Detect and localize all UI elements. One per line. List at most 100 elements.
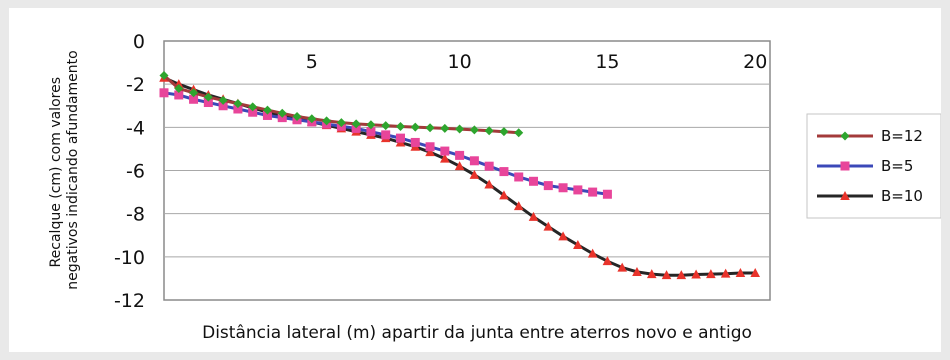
x-axis-label: Distância lateral (m) apartir da junta e… <box>202 323 752 343</box>
y-tick-labels: 0 -2 -4 -6 -8 -10 -12 <box>114 31 145 312</box>
data-point-b-5 <box>248 107 258 117</box>
legend-swatch-marker <box>840 191 850 200</box>
data-point-b-10 <box>484 179 494 189</box>
legend-swatch-marker <box>840 131 850 141</box>
data-point-b-12 <box>174 83 184 93</box>
data-point-b-10 <box>454 161 465 171</box>
y-tick-label: -4 <box>126 117 145 139</box>
y-tick-label: -2 <box>126 74 145 96</box>
data-point-b-10 <box>720 268 731 278</box>
data-point-b-12 <box>455 124 465 134</box>
data-point-b-5 <box>588 187 598 197</box>
data-point-b-5 <box>558 183 568 193</box>
data-point-b-12 <box>189 88 199 98</box>
data-point-b-10 <box>425 147 435 157</box>
data-point-b-5 <box>174 90 184 100</box>
legend-item-b-12: B=12 <box>817 127 923 145</box>
data-point-b-10 <box>602 256 613 266</box>
chart-frame: 0 -2 -4 -6 -8 -10 -12 5 10 15 20 Recalque (cm) co… <box>9 8 941 352</box>
y-tick-label: -6 <box>126 161 145 183</box>
y-tick-label: 0 <box>133 31 145 53</box>
data-point-b-5 <box>469 156 479 166</box>
series-b-12 <box>159 71 524 138</box>
data-point-b-10 <box>587 248 598 258</box>
data-point-b-12 <box>292 112 302 122</box>
data-point-b-10 <box>750 268 761 278</box>
data-point-b-12 <box>218 95 228 105</box>
data-point-b-5 <box>366 127 376 137</box>
data-point-b-5 <box>381 130 391 140</box>
y-tick-label: -8 <box>126 204 145 226</box>
y-tick-label: -12 <box>114 290 145 312</box>
y-tick-label: -10 <box>114 247 145 269</box>
data-point-b-12 <box>469 125 479 135</box>
y-axis-label-line-1: Recalque (cm) com valores <box>48 77 64 267</box>
data-point-b-5 <box>233 104 243 114</box>
gridlines <box>164 83 770 258</box>
data-point-b-5 <box>159 88 169 98</box>
data-point-b-5 <box>440 146 450 156</box>
x-tick-label: 10 <box>448 51 472 73</box>
data-point-b-5 <box>602 189 612 199</box>
legend-item-b-5: B=5 <box>817 157 913 175</box>
data-point-b-12 <box>307 114 317 124</box>
x-tick-labels: 5 10 15 20 <box>306 51 768 73</box>
data-point-b-10 <box>513 201 524 211</box>
y-axis-label: Recalque (cm) com valores negativos indi… <box>48 50 81 289</box>
data-point-b-12 <box>159 71 169 81</box>
data-point-b-12 <box>425 123 435 133</box>
data-point-b-12 <box>248 102 258 112</box>
data-point-b-12 <box>410 122 420 132</box>
data-point-b-12 <box>233 99 243 109</box>
data-point-b-10 <box>573 239 583 249</box>
x-tick-label: 5 <box>306 51 318 73</box>
data-point-b-10 <box>558 231 568 241</box>
data-point-b-12 <box>514 128 524 138</box>
data-point-b-12 <box>484 126 494 136</box>
legend-label: B=12 <box>881 127 923 145</box>
data-point-b-5 <box>262 110 272 120</box>
data-point-b-5 <box>425 142 435 152</box>
series-b-5 <box>159 88 612 199</box>
data-point-b-10 <box>706 269 716 279</box>
y-axis-label-line-2: negativos indicando afundamento <box>65 50 81 289</box>
data-point-b-5 <box>218 101 228 111</box>
data-point-b-10 <box>543 221 554 231</box>
data-point-b-10 <box>676 270 687 280</box>
data-point-b-5 <box>410 137 420 147</box>
data-point-b-12 <box>381 121 391 131</box>
x-tick-label: 20 <box>743 51 767 73</box>
data-point-b-5 <box>573 185 583 195</box>
legend-item-b-10: B=10 <box>817 187 923 205</box>
data-point-b-12 <box>395 121 405 131</box>
legend: B=12 B=5 B=10 <box>806 113 941 219</box>
data-point-b-12 <box>203 92 213 102</box>
data-point-b-10 <box>617 262 627 272</box>
data-point-b-5 <box>203 98 213 108</box>
data-point-b-10 <box>469 169 480 179</box>
data-point-b-10 <box>499 190 509 200</box>
legend-label: B=10 <box>881 187 923 205</box>
data-point-b-5 <box>455 150 465 160</box>
data-point-b-10 <box>661 270 672 280</box>
data-point-b-10 <box>528 211 539 221</box>
data-point-b-10 <box>735 268 746 278</box>
data-point-b-10 <box>440 153 450 163</box>
data-point-b-5 <box>543 181 553 191</box>
data-point-b-5 <box>484 161 494 171</box>
data-point-b-10 <box>691 269 701 279</box>
data-point-b-12 <box>277 108 287 118</box>
data-point-b-12 <box>262 105 272 115</box>
data-point-b-5 <box>514 172 524 182</box>
data-point-b-12 <box>351 119 361 129</box>
legend-swatch-marker <box>840 161 850 171</box>
data-point-b-5 <box>499 167 509 177</box>
series-group <box>159 71 761 280</box>
line-chart: 0 -2 -4 -6 -8 -10 -12 5 10 15 20 Recalque (cm) co… <box>48 31 941 343</box>
legend-label: B=5 <box>881 157 913 175</box>
data-point-b-5 <box>529 176 539 186</box>
data-point-b-10 <box>632 266 642 276</box>
data-point-b-5 <box>395 133 405 143</box>
data-point-b-12 <box>322 116 332 126</box>
data-point-b-12 <box>366 120 376 130</box>
